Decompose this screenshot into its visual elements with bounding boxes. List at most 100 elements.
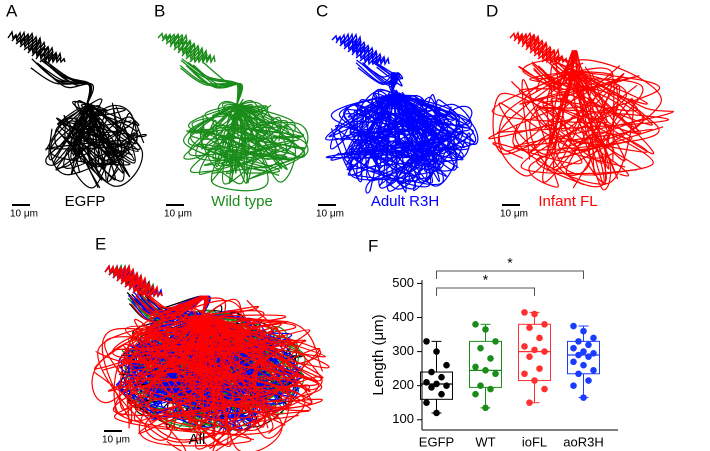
data-point [443,361,450,369]
data-point [590,349,597,357]
data-point [580,348,587,355]
tracing [113,315,318,419]
tracing [542,70,648,183]
tracing [124,316,299,451]
x-tick-label: EGFP [419,434,454,449]
tracing [49,65,92,105]
tracing [59,104,147,169]
panel-letter: D [486,1,498,20]
tracing [189,67,240,105]
y-tick-label: 500 [392,275,414,290]
tracing [365,93,469,194]
data-point [492,338,499,345]
neuron-panel [325,32,479,194]
tracing [546,70,648,176]
data-point [472,363,479,371]
data-point [590,334,597,342]
tracing [199,104,266,167]
data-point [472,321,479,328]
data-point [423,378,430,386]
tracing [103,316,283,371]
tracing [129,315,297,401]
box [469,340,502,388]
tracing [50,104,123,176]
significance-bracket [436,270,584,279]
tracing [374,93,473,129]
tracing [542,70,638,177]
tracing [189,104,272,185]
data-point [438,390,445,398]
tracing [134,314,306,435]
panel-caption: Wild type [211,193,273,210]
tracing [169,38,196,50]
tracing [348,93,449,183]
tracing [181,58,242,105]
x-tick-label: ioFL [522,434,547,449]
data-point [585,353,592,361]
box [567,340,600,375]
scale-label: 10 μm [316,209,344,220]
tracing [355,62,396,94]
tracing [117,315,235,426]
data-point [472,390,479,398]
data-point [428,384,435,391]
tracing [195,104,253,162]
tracing [187,103,305,181]
y-tick-label: 400 [392,309,414,324]
tracing [549,57,610,170]
tracing [78,104,122,166]
tracing [535,62,642,169]
scale-label: 10 μm [10,209,38,220]
data-point [531,346,538,354]
panel-caption: Infant FL [538,193,597,210]
tracing [328,91,450,138]
tracing [362,63,397,94]
tracing [67,104,124,189]
data-point [526,399,533,407]
tracing [376,93,477,152]
tracing [498,66,591,152]
data-point [570,382,577,389]
tracing [337,92,445,181]
tracing [330,92,394,150]
tracing [165,315,223,436]
tracing [119,315,228,418]
data-point [477,344,484,352]
panel-caption: Adult R3H [371,193,439,210]
tracing [201,315,285,426]
tracing [357,67,399,94]
data-point [423,338,430,345]
tracing [131,315,320,441]
tracing [521,39,548,50]
tracing [199,104,240,170]
data-point [575,370,582,378]
tracing [55,104,105,171]
tracing [90,104,138,183]
scale-label: 10 μm [102,435,130,446]
neuron-panel [488,30,674,191]
data-point [482,367,489,374]
significance-label: * [507,255,513,271]
data-point [531,310,538,318]
data-point [570,322,577,330]
y-tick-label: 300 [392,343,414,358]
panel-letter: C [316,1,328,20]
panel-letter: F [368,236,378,255]
y-tick-label: 200 [392,377,414,392]
tracing [107,315,311,422]
panel-caption: EGFP [65,193,106,210]
tracing [63,104,103,188]
data-point [585,341,592,349]
panel-letter: E [95,234,106,253]
tracing [546,70,605,183]
panel-letter: B [154,1,165,20]
neuron-overlay [91,263,330,451]
data-point [526,324,533,332]
tracing [226,103,274,181]
tracing [555,56,638,147]
tracing [355,51,382,60]
tracing [201,61,239,105]
tracing [488,65,661,140]
data-point [521,370,528,378]
